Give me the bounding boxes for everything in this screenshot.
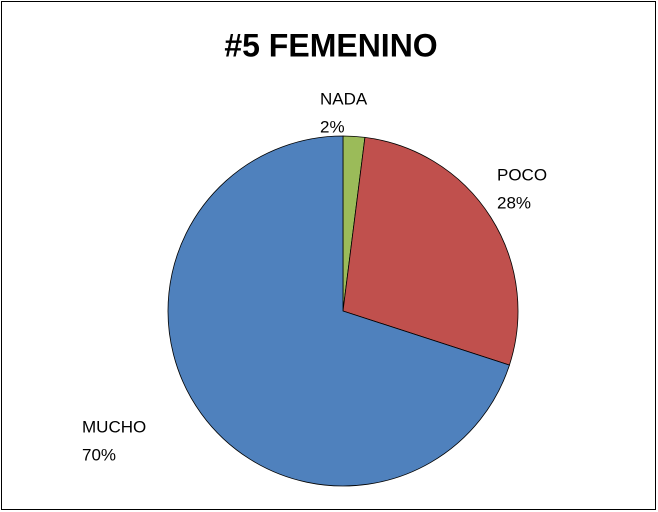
pie-slice (342, 136, 519, 366)
chart-title: #5 FEMENINO (224, 27, 437, 63)
slice-category-label: MUCHO (82, 417, 146, 436)
slice-category-label: NADA (320, 89, 368, 108)
slice-value-label: 2% (320, 117, 345, 136)
slice-value-label: 70% (82, 445, 116, 464)
slice-category-label: POCO (497, 165, 547, 184)
pie-slice (167, 135, 510, 487)
slice-value-label: 28% (497, 193, 531, 212)
